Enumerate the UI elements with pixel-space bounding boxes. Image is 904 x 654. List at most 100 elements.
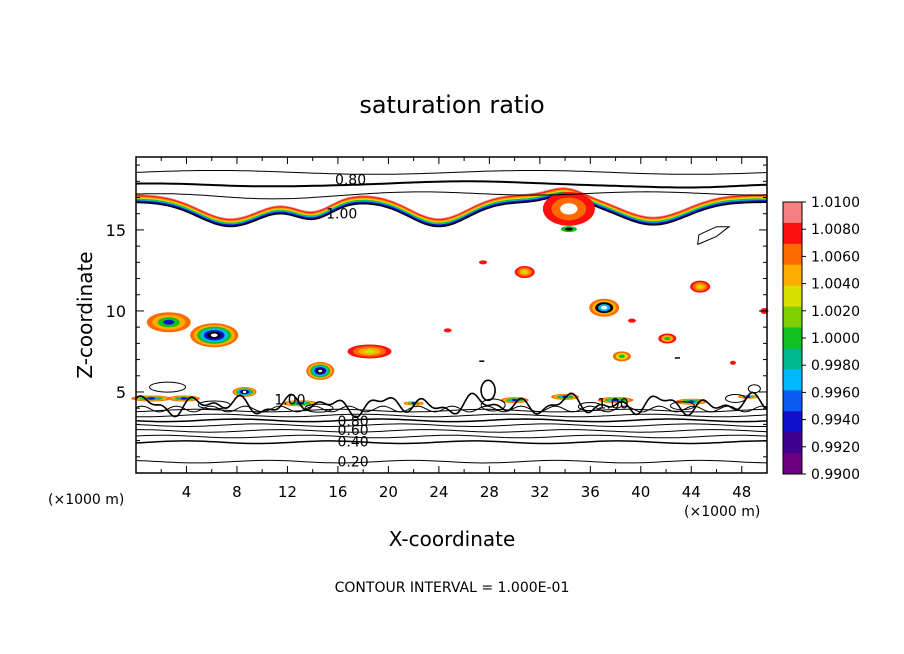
- plot-frame: [135, 156, 768, 474]
- contour-interval-note: CONTOUR INTERVAL = 1.000E-01: [335, 580, 570, 596]
- colorbar-swatch: [783, 285, 802, 308]
- moist-cell: [664, 336, 671, 341]
- contour-labels: 0.801.001.00 1.000.800.600.400.20: [274, 173, 628, 471]
- colorbar-tick-label: 0.9940: [811, 413, 860, 429]
- small-contour-loop: [697, 226, 731, 245]
- colorbar-swatch: [783, 202, 802, 224]
- moist-cell: [242, 390, 247, 394]
- y-tick-label: 15: [106, 221, 126, 240]
- moist-cell: [564, 227, 573, 231]
- small-contour-loop: [304, 403, 334, 413]
- lower-stable-contour: [135, 413, 768, 418]
- small-contour-loop: [480, 398, 506, 412]
- y-axis-ticks: 5 10 15: [106, 164, 767, 458]
- lower-moist-cell: [611, 398, 620, 402]
- lower-moist-cell: [147, 397, 156, 400]
- small-contour-loop: [577, 402, 603, 412]
- x-tick-label: 20: [379, 483, 398, 501]
- x-axis-ticks: 4 8 12 16 20 24 28 32 36 40 44 48: [160, 157, 751, 501]
- colorbar-swatch: [783, 411, 802, 433]
- small-contour-loop: [669, 401, 695, 411]
- contour-label: 1.00: [274, 392, 305, 408]
- small-contour-loop: [747, 384, 761, 394]
- upper-contour: [135, 191, 768, 200]
- colorbar-tick-label: 0.9980: [811, 358, 860, 374]
- x-axis-label: X-coordinate: [389, 527, 516, 551]
- moist-cell: [318, 369, 323, 373]
- upper-saturation-band: [135, 193, 767, 227]
- moist-cell: [560, 203, 578, 215]
- x-tick-label: 4: [182, 483, 192, 501]
- x-tick-label: 28: [480, 483, 499, 501]
- moist-cell: [163, 319, 175, 325]
- colorbar-tick-label: 1.0100: [811, 195, 860, 211]
- moist-cell: [627, 318, 636, 323]
- upper-contour-080: [135, 180, 768, 189]
- x-unit-left: (×1000 m): [48, 492, 124, 508]
- colorbar-swatch: [783, 243, 802, 266]
- y-tick-label: 10: [106, 302, 126, 321]
- colorbar-tick-label: 1.0060: [811, 249, 860, 265]
- contour-label: 1.00: [326, 207, 357, 223]
- contour-label: 0.60: [337, 423, 368, 439]
- lower-stable-contour: [136, 429, 768, 433]
- contour-label: 0.20: [337, 455, 368, 471]
- colorbar-swatch: [783, 306, 802, 329]
- x-tick-label: 48: [732, 483, 751, 501]
- x-tick-label: 32: [530, 483, 549, 501]
- small-contour-loop: [724, 393, 746, 403]
- contour-lines: [135, 170, 768, 464]
- x-unit-right: (×1000 m): [684, 504, 760, 520]
- small-contour-loop: [149, 381, 187, 393]
- moist-cell: [210, 333, 218, 337]
- lower-stable-contour: [135, 408, 768, 413]
- lower-stable-contour: [135, 434, 768, 439]
- upper-saturation-band: [135, 195, 767, 228]
- colorbar-swatch: [783, 432, 802, 454]
- colorbar-swatch: [783, 222, 802, 245]
- colorbar-swatch: [783, 453, 802, 475]
- contour-label: 1.00: [597, 396, 628, 412]
- moist-cell: [697, 285, 703, 289]
- colorbar-swatch: [783, 390, 802, 412]
- lower-stable-contour: [135, 459, 768, 464]
- moist-cell: [522, 270, 528, 274]
- colorbar-swatch: [783, 369, 802, 391]
- colorbar-swatch: [783, 264, 802, 287]
- small-contour-loop: [197, 400, 231, 410]
- lower-turbulent-contour: [135, 391, 768, 419]
- colorbar-tick-label: 0.9920: [811, 440, 860, 456]
- y-axis-label: Z-coordinate: [73, 251, 97, 378]
- x-tick-label: 16: [328, 483, 347, 501]
- colorbar-tick-label: 1.0080: [811, 222, 860, 238]
- x-tick-label: 40: [631, 483, 650, 501]
- lower-stable-contour: [135, 418, 768, 423]
- moist-cell: [729, 360, 736, 365]
- moist-cell: [363, 349, 375, 354]
- moist-cell: [479, 260, 488, 265]
- contour-label: 0.40: [337, 434, 368, 450]
- x-tick-label: 24: [429, 483, 448, 501]
- lower-stable-contour: [135, 423, 767, 427]
- moist-cell: [618, 354, 625, 358]
- upper-contour: [135, 170, 768, 175]
- colorbar-tick-label: 1.0000: [811, 331, 860, 347]
- x-tick-label: 44: [682, 483, 701, 501]
- colorbar-tick-label: 1.0040: [811, 277, 860, 293]
- lower-moist-cell: [180, 397, 188, 400]
- chart-title: saturation ratio: [359, 91, 544, 119]
- x-tick-label: 12: [278, 483, 297, 501]
- colorbar-tick-label: 0.9960: [811, 385, 860, 401]
- moist-cell: [443, 328, 452, 333]
- lower-stable-contour: [135, 440, 767, 445]
- x-tick-label: 36: [581, 483, 600, 501]
- lower-turbulent-contour: [135, 405, 768, 413]
- colorbar-swatch: [783, 348, 802, 370]
- colorbar-tick-label: 1.0020: [811, 304, 860, 320]
- contour-label: 0.80: [337, 414, 368, 430]
- y-tick-label: 5: [116, 383, 126, 402]
- lower-moist-cell: [511, 398, 518, 402]
- plot-background: [136, 157, 767, 473]
- colorbar: 1.0100 1.0080 1.0060 1.0040 1.0020 1.0000 0.99…: [782, 195, 860, 483]
